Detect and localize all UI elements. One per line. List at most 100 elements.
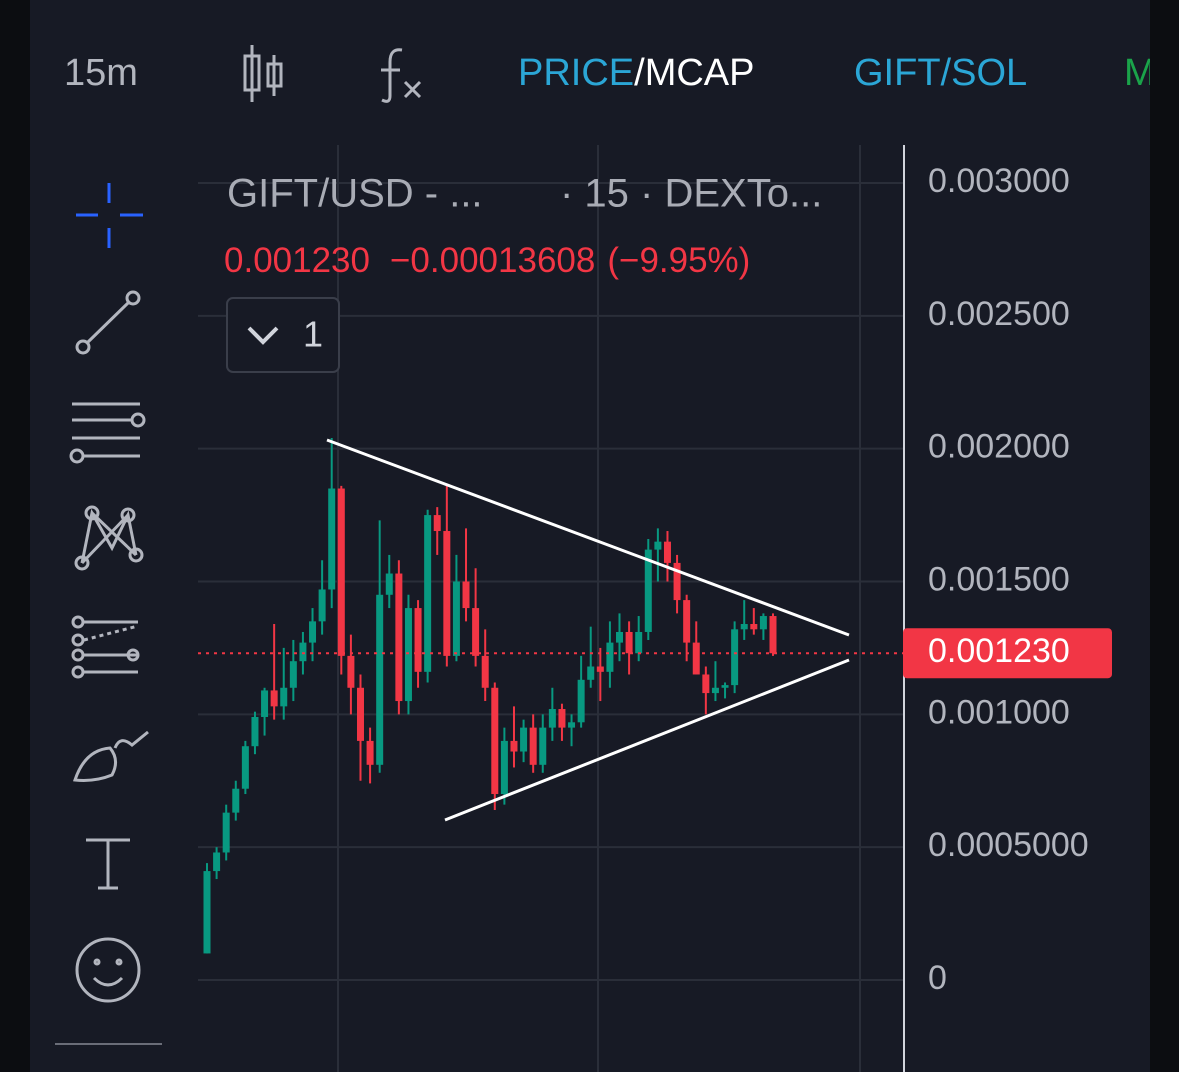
candle-body — [558, 709, 566, 728]
candle-body — [500, 740, 508, 795]
candle-body — [625, 631, 633, 654]
candle-body — [261, 690, 269, 717]
candle-body — [299, 642, 307, 662]
candle-body — [711, 687, 719, 694]
candle-body — [318, 589, 326, 622]
candle-body — [443, 531, 451, 656]
candle-body — [462, 581, 470, 609]
candle-body — [472, 608, 480, 656]
chart-title: GIFT/USD - ... — [227, 172, 483, 216]
candle-body — [366, 740, 374, 765]
candle-body — [510, 740, 518, 752]
indicator-toggle[interactable] — [226, 297, 340, 373]
candles — [203, 438, 777, 954]
candle-body — [568, 722, 576, 728]
pair[interactable]: GIFT/SOL — [854, 52, 1027, 94]
crosshair-tool[interactable] — [76, 183, 143, 248]
prediction-tool[interactable] — [71, 615, 140, 679]
triangle-drawing[interactable] — [326, 438, 850, 822]
y-tick-label: 0.0005000 — [928, 826, 1089, 864]
y-tick-label: 0.003000 — [928, 162, 1070, 200]
candle-body — [452, 581, 460, 656]
y-tick-label: 0.002500 — [928, 295, 1070, 333]
candle-body — [491, 687, 499, 795]
candle-body — [702, 674, 710, 694]
mode-toggle[interactable]: PRICE/MCAP — [518, 52, 755, 94]
candle-body — [731, 629, 739, 686]
candle-body — [337, 488, 345, 656]
pattern-tool[interactable] — [74, 505, 144, 571]
candle-body — [769, 616, 777, 654]
candle-body — [280, 687, 288, 707]
candle-body — [587, 666, 595, 680]
candle-body — [356, 687, 364, 741]
candle-body — [577, 679, 585, 723]
candle-body — [520, 727, 528, 752]
indicator-count: 1 — [303, 314, 323, 355]
candle-body — [759, 616, 767, 630]
trendline-tool[interactable] — [75, 290, 141, 355]
last-price-label: 0.001230 — [928, 632, 1070, 670]
y-tick-label: 0.002000 — [928, 428, 1070, 466]
candle-body — [270, 690, 278, 707]
candle-body — [347, 655, 355, 688]
price-mode[interactable]: PRICE — [518, 52, 634, 94]
candle-body — [203, 871, 211, 954]
candle-body — [414, 608, 422, 672]
candle-body — [481, 655, 489, 688]
y-tick-label: 0.001500 — [928, 560, 1070, 598]
candle-body — [539, 727, 547, 765]
overlay: 0 0.0005000 0.001000 0.001500 0.002000 0.0025… — [198, 162, 1112, 997]
last-value: 0.001230 — [224, 241, 370, 280]
legend-values: 0.001230 −0.00013608 (−9.95%) — [224, 241, 750, 280]
candle-body — [683, 600, 691, 643]
chevron — [247, 326, 279, 345]
candle-body — [395, 573, 403, 702]
candle-body — [376, 594, 384, 765]
panel — [30, 0, 1150, 1072]
candle-body — [289, 661, 297, 688]
candle-body — [213, 852, 221, 872]
candle-body — [548, 709, 556, 728]
chart-subtitle: · 15 · DEXTo... — [560, 172, 822, 216]
candle-body — [529, 727, 537, 765]
candle-body — [644, 549, 652, 632]
candle-body — [750, 624, 758, 630]
candle-body — [635, 631, 643, 654]
emoji-tool[interactable] — [75, 937, 141, 1003]
candle-body — [654, 541, 662, 550]
y-tick-label: 0 — [928, 959, 947, 997]
candle-body — [606, 642, 614, 672]
candle-body — [251, 716, 259, 747]
candle-body — [385, 573, 393, 595]
candle-body — [433, 515, 441, 532]
candle-body — [740, 624, 748, 630]
mcap-mode[interactable]: /MCAP — [634, 52, 754, 94]
fib-tool[interactable] — [69, 402, 146, 464]
candle-body — [721, 685, 729, 688]
interval[interactable]: 15m — [64, 52, 138, 94]
change-percent: (−9.95%) — [607, 241, 750, 280]
candle-body — [241, 746, 249, 789]
last-price-tag — [903, 628, 1112, 679]
edge — [1150, 0, 1179, 1072]
text-tool[interactable] — [86, 838, 130, 890]
candle-body — [424, 515, 432, 672]
candle-body — [309, 621, 317, 643]
candle-body — [596, 666, 604, 672]
candle-body — [673, 562, 681, 601]
candle-body — [232, 788, 240, 813]
candle-body — [404, 608, 412, 702]
change: −0.00013608 — [390, 241, 595, 280]
y-tick-label: 0.001000 — [928, 693, 1070, 731]
candle-body — [328, 488, 336, 590]
candle-body — [663, 541, 671, 563]
candle-body — [222, 812, 230, 853]
indicator-icon[interactable] — [381, 48, 422, 103]
brush-tool[interactable] — [72, 730, 149, 782]
candle-body — [692, 642, 700, 675]
candle-icon[interactable] — [243, 45, 283, 102]
candle-body — [616, 631, 624, 643]
